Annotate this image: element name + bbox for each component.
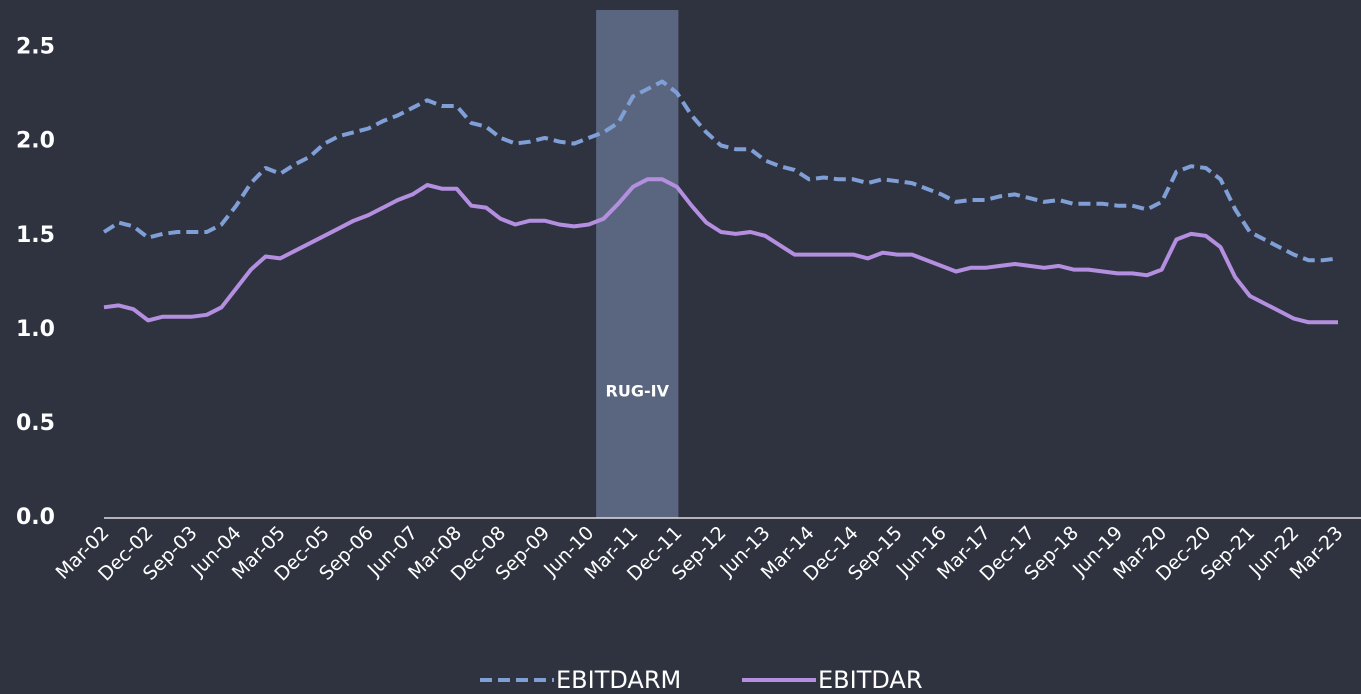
y-tick-label: 2.5 [16,35,55,60]
y-tick-label: 2.0 [16,129,55,154]
y-tick-label: 0.0 [16,505,55,530]
series-line [103,177,1338,325]
y-tick-label: 1.0 [16,317,55,342]
legend-label: EBITDARM [556,666,681,694]
y-tick-label: 1.5 [16,223,55,248]
shade-label: RUG-IV [606,382,670,401]
legend-label: EBITDAR [818,666,923,694]
series-line [102,79,1339,263]
shaded-period [596,10,679,518]
y-tick-label: 0.5 [16,411,55,436]
